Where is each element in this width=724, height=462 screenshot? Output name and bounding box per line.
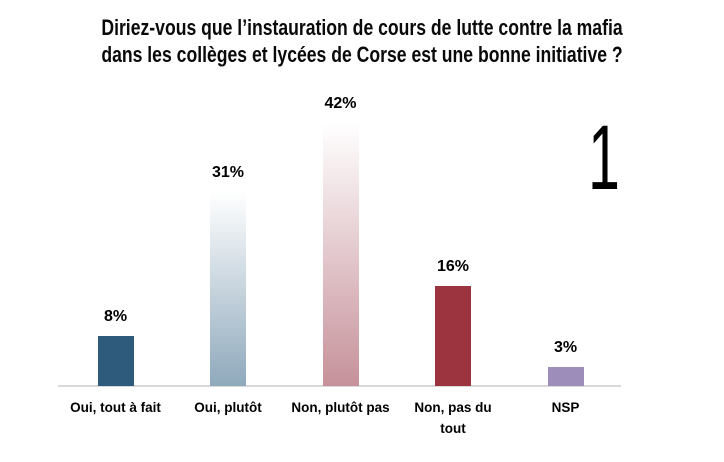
value-label-1: 8% (103, 308, 128, 325)
value-label-4: 16% (436, 258, 470, 275)
category-label-4: Non, pas du tout (414, 400, 492, 436)
bar-5 (547, 367, 584, 386)
chart-title: Diriez-vous que l’instauration de cours … (101, 15, 623, 68)
category-label-5: NSP (551, 400, 580, 415)
x-axis-line (58, 385, 621, 387)
category-label-2: Oui, plutôt (194, 400, 262, 415)
page-number: 1 (588, 107, 620, 209)
category-label-1: Oui, tout à fait (70, 400, 161, 415)
bar-4 (435, 286, 471, 386)
bar-3 (322, 123, 359, 386)
bar-1 (97, 336, 134, 386)
category-label-3: Non, plutôt pas (291, 400, 390, 415)
value-label-5: 3% (553, 339, 578, 356)
bar-2 (210, 192, 246, 386)
value-label-2: 31% (211, 164, 245, 181)
value-label-3: 42% (324, 95, 357, 112)
